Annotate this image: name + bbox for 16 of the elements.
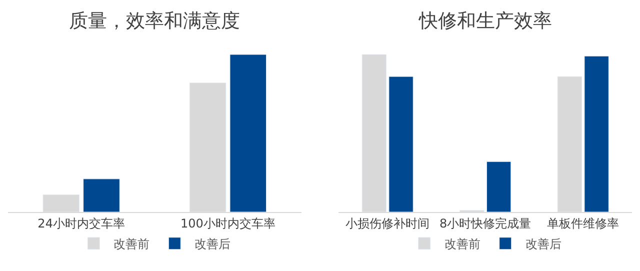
legend-label: 改善后 [525,237,562,252]
bar [230,54,267,212]
x-tick-label: 100小时内交车率 [180,216,276,230]
x-tick-label: 小损伤修补时间 [346,216,430,230]
bar [83,178,120,212]
legend-label: 改善后 [194,237,231,252]
legend-label: 改善前 [444,237,480,252]
x-tick-label: 8小时快修完成量 [440,216,532,230]
legend-label: 改善前 [114,237,150,252]
bar [388,76,414,212]
bar [584,56,609,212]
bar [486,161,512,212]
x-tick-label: 24小时内交车率 [38,216,125,230]
chart-title: 快修和生产效率 [418,10,552,32]
chart-title: 质量，效率和满意度 [69,10,240,32]
x-tick-label: 单板件维修率 [547,216,620,230]
